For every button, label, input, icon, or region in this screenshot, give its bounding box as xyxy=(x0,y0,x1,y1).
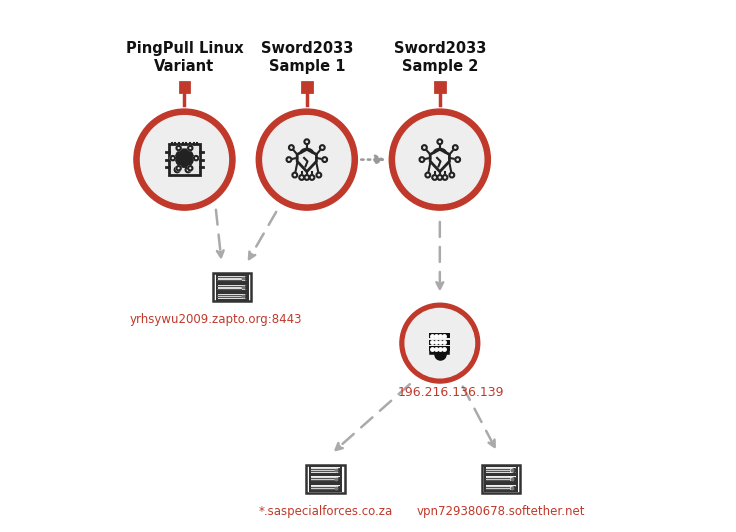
FancyBboxPatch shape xyxy=(435,82,445,92)
Text: yrhsywu2009.zapto.org:8443: yrhsywu2009.zapto.org:8443 xyxy=(130,313,302,327)
Circle shape xyxy=(422,145,427,150)
Circle shape xyxy=(292,173,297,178)
Circle shape xyxy=(437,139,442,144)
Circle shape xyxy=(141,115,228,204)
Circle shape xyxy=(322,157,327,162)
Circle shape xyxy=(400,303,480,383)
Circle shape xyxy=(396,115,484,204)
Circle shape xyxy=(263,115,351,204)
Circle shape xyxy=(256,109,358,210)
Circle shape xyxy=(305,139,309,144)
FancyBboxPatch shape xyxy=(482,465,520,493)
Circle shape xyxy=(456,157,460,162)
FancyBboxPatch shape xyxy=(429,333,450,338)
Circle shape xyxy=(289,145,294,150)
Circle shape xyxy=(437,175,442,180)
Text: Sword2033
Sample 1: Sword2033 Sample 1 xyxy=(261,41,353,74)
FancyBboxPatch shape xyxy=(180,82,189,92)
Circle shape xyxy=(442,175,447,180)
FancyBboxPatch shape xyxy=(216,284,248,291)
Circle shape xyxy=(175,149,194,167)
Circle shape xyxy=(300,175,304,180)
Circle shape xyxy=(450,173,454,178)
FancyBboxPatch shape xyxy=(169,144,199,175)
Circle shape xyxy=(134,109,235,210)
FancyBboxPatch shape xyxy=(485,475,517,483)
Circle shape xyxy=(320,145,325,150)
FancyBboxPatch shape xyxy=(429,339,450,345)
FancyBboxPatch shape xyxy=(310,484,342,492)
FancyBboxPatch shape xyxy=(429,346,450,352)
FancyBboxPatch shape xyxy=(216,293,248,300)
Circle shape xyxy=(194,156,198,160)
FancyBboxPatch shape xyxy=(485,484,517,492)
Circle shape xyxy=(425,173,431,178)
FancyBboxPatch shape xyxy=(216,275,248,282)
Wedge shape xyxy=(434,147,446,153)
Circle shape xyxy=(188,166,193,170)
Text: Sword2033
Sample 2: Sword2033 Sample 2 xyxy=(394,41,486,74)
FancyBboxPatch shape xyxy=(310,466,342,473)
FancyBboxPatch shape xyxy=(213,273,252,301)
Circle shape xyxy=(177,146,181,150)
Circle shape xyxy=(177,166,181,170)
Circle shape xyxy=(286,157,291,162)
FancyBboxPatch shape xyxy=(302,82,311,92)
Text: 196.216.136.139: 196.216.136.139 xyxy=(397,386,503,399)
Circle shape xyxy=(432,175,437,180)
Circle shape xyxy=(188,146,193,150)
Text: PingPull Linux
Variant: PingPull Linux Variant xyxy=(126,41,244,74)
Text: vpn729380678.softether.net: vpn729380678.softether.net xyxy=(417,505,585,518)
Circle shape xyxy=(310,175,314,180)
Circle shape xyxy=(405,309,475,378)
Wedge shape xyxy=(301,147,313,153)
FancyBboxPatch shape xyxy=(310,475,342,483)
Circle shape xyxy=(420,157,425,162)
FancyBboxPatch shape xyxy=(306,465,344,493)
Circle shape xyxy=(305,175,309,180)
Circle shape xyxy=(316,173,321,178)
Circle shape xyxy=(389,109,490,210)
Text: *.saspecialforces.co.za: *.saspecialforces.co.za xyxy=(258,505,392,518)
FancyBboxPatch shape xyxy=(485,466,517,473)
Circle shape xyxy=(453,145,458,150)
Circle shape xyxy=(171,156,175,160)
